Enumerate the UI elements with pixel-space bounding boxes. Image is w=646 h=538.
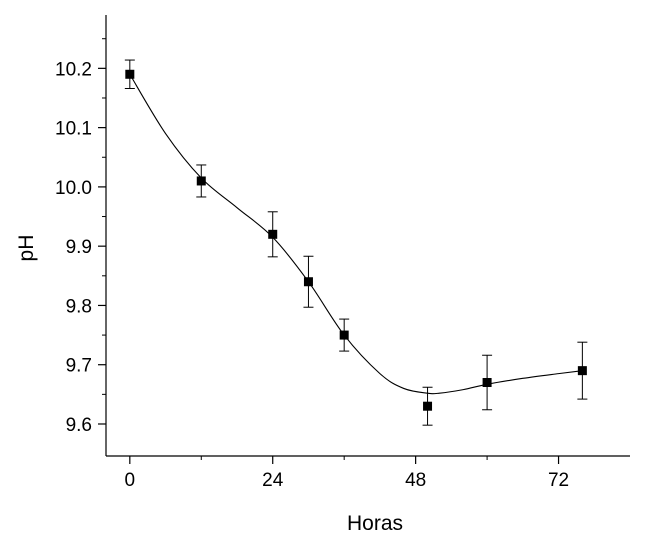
data-point-3 [303, 277, 313, 287]
x-tick-label-3: 72 [548, 470, 569, 491]
y-tick-label-4: 10.0 [55, 178, 92, 199]
ticks-layer: 0 24 48 72 9.6 9.7 9.8 9.9 10.0 10.1 10.2 [55, 38, 569, 491]
y-axis-label: pH [15, 235, 38, 262]
x-tick-label-2: 48 [405, 470, 426, 491]
y-tick-label-5: 10.1 [55, 119, 92, 140]
data-point-1 [196, 176, 206, 186]
data-point-4 [339, 330, 349, 340]
y-tick-label-1: 9.7 [66, 356, 92, 377]
data-points-layer [125, 69, 587, 411]
fit-curve-line [129, 73, 583, 395]
y-tick-label-6: 10.2 [55, 59, 92, 80]
data-point-2 [268, 229, 278, 239]
y-tick-label-0: 9.6 [66, 415, 92, 436]
data-point-6 [482, 378, 492, 387]
y-tick-label-3: 9.9 [66, 237, 92, 258]
x-tick-label-1: 24 [262, 470, 284, 491]
data-point-7 [577, 366, 587, 376]
data-point-0 [125, 69, 135, 79]
axes-layer [105, 15, 630, 457]
fit-curve-layer [129, 73, 583, 395]
data-point-5 [423, 401, 433, 411]
x-tick-label-0: 0 [125, 470, 136, 491]
error-bars-layer [124, 59, 588, 426]
y-tick-label-2: 9.8 [66, 296, 92, 317]
x-axis-label: Horas [347, 512, 403, 533]
